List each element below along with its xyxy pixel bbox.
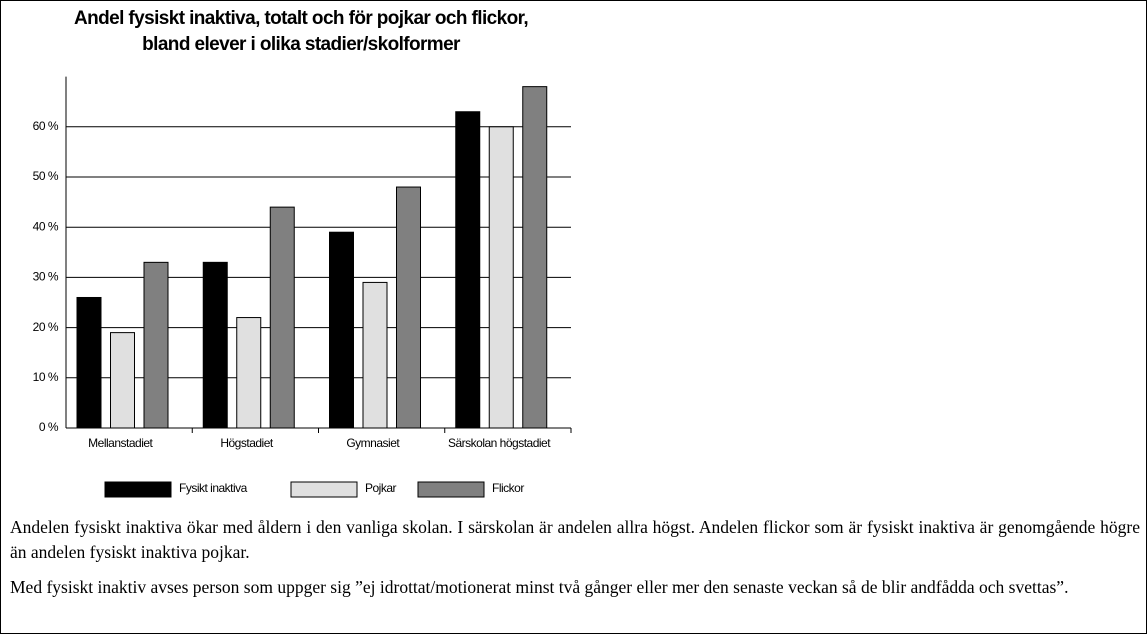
paragraph: Med fysiskt inaktiv avses person som upp… [10, 577, 1069, 597]
legend-swatch [104, 481, 172, 498]
paragraph: Andelen fysiskt inaktiva ökar med åldern… [10, 517, 1140, 562]
legend-label: Pojkar [365, 481, 397, 495]
bar [329, 231, 354, 429]
y-tick-label: 0 % [39, 420, 59, 434]
x-tick-label: Gymnasiet [346, 436, 400, 450]
legend-swatch [417, 481, 485, 498]
bar [202, 261, 228, 429]
bar [236, 317, 262, 429]
chart-title: bland elever i olika stadier/skolformer [142, 34, 461, 55]
bar [455, 111, 481, 429]
bar [362, 281, 388, 429]
x-tick-label: Mellanstadiet [88, 436, 153, 450]
legend-label: Flickor [492, 481, 524, 495]
y-tick-label: 10 % [33, 370, 59, 384]
bar [143, 261, 169, 429]
legend-label: Fysikt inaktiva [179, 481, 248, 495]
y-tick-label: 30 % [33, 270, 59, 284]
bar [110, 332, 135, 429]
x-tick-label: Högstadiet [220, 436, 274, 450]
bar [396, 186, 421, 429]
bar [76, 296, 102, 429]
y-tick-label: 20 % [33, 320, 59, 334]
y-tick-label: 40 % [33, 219, 59, 233]
bar [269, 206, 295, 429]
chart: Andel fysiskt inaktiva, totalt och för p… [33, 8, 572, 498]
bar [488, 126, 514, 429]
bar [522, 86, 548, 429]
y-tick-label: 60 % [33, 119, 59, 133]
legend-swatch [290, 481, 358, 498]
chart-title: Andel fysiskt inaktiva, totalt och för p… [74, 8, 528, 29]
x-tick-label: Särskolan högstadiet [448, 436, 551, 450]
y-tick-label: 50 % [33, 169, 59, 183]
